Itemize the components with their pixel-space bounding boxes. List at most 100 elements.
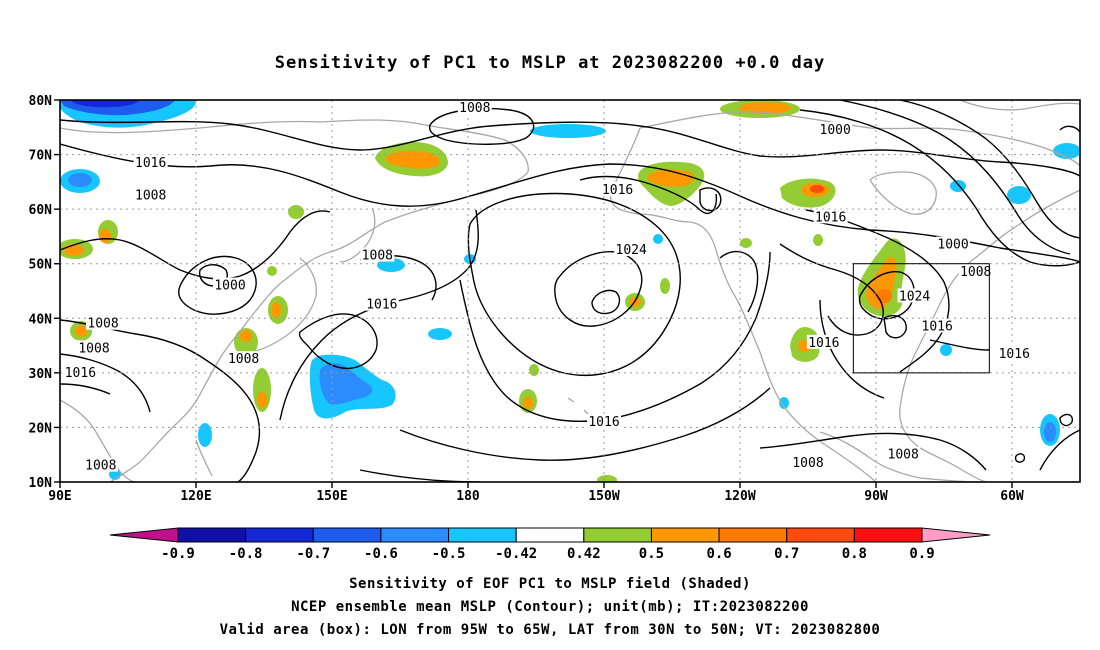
colorbar-label: -0.8 bbox=[229, 546, 263, 562]
negative-sensitivity-region bbox=[530, 124, 606, 138]
mslp-contour bbox=[805, 209, 950, 373]
colorbar-segment bbox=[583, 527, 652, 543]
positive-sensitivity-region bbox=[267, 266, 277, 276]
contour-label: 1008 bbox=[960, 265, 991, 280]
negative-sensitivity-region bbox=[198, 423, 212, 447]
contour-label: 1016 bbox=[815, 210, 846, 225]
coastline-philippines bbox=[195, 439, 213, 477]
contour-label-bg bbox=[457, 100, 492, 115]
mslp-contour bbox=[759, 432, 987, 471]
positive-sensitivity-region bbox=[385, 150, 440, 169]
negative-sensitivity-region bbox=[653, 234, 663, 244]
colorbar-segment bbox=[448, 527, 517, 543]
mslp-contour bbox=[839, 100, 1071, 255]
contour-label-bg bbox=[77, 340, 111, 355]
colorbar-segment bbox=[312, 527, 382, 543]
positive-sensitivity-region bbox=[523, 397, 533, 409]
negative-sensitivity-region bbox=[1044, 422, 1056, 442]
lon-tick-label: 60W bbox=[1000, 489, 1024, 504]
colorbar-label: -0.6 bbox=[364, 546, 398, 562]
contour-label: 1000 bbox=[214, 279, 245, 294]
contour-label-bg bbox=[920, 318, 955, 333]
mslp-contour bbox=[899, 100, 1080, 239]
contour-label-bg bbox=[897, 288, 932, 303]
lon-tick-label: 180 bbox=[456, 489, 480, 504]
contour-label: 1016 bbox=[808, 336, 839, 351]
mslp-contour bbox=[1059, 413, 1074, 427]
contour-label-bg bbox=[806, 334, 841, 349]
colorbar-segment bbox=[177, 527, 247, 543]
colorbar-label: 0.6 bbox=[706, 546, 731, 562]
colorbar-label: 0.7 bbox=[774, 546, 799, 562]
negative-sensitivity-region bbox=[1053, 143, 1080, 159]
contour-label: 1016 bbox=[922, 319, 953, 334]
negative-sensitivity-region bbox=[319, 363, 373, 405]
lat-tick-label: 50N bbox=[29, 258, 53, 273]
positive-sensitivity-region bbox=[876, 289, 892, 303]
lat-tick-label: 60N bbox=[29, 203, 53, 218]
colorbar-segment bbox=[786, 527, 855, 543]
positive-sensitivity-region bbox=[810, 185, 824, 193]
mslp-contour bbox=[799, 109, 1080, 267]
coastline-japan bbox=[251, 257, 317, 353]
caption-line-2: NCEP ensemble mean MSLP (Contour); unit(… bbox=[291, 599, 809, 615]
mslp-contour bbox=[554, 251, 643, 327]
map-frame bbox=[59, 99, 1081, 483]
colorbar-segment bbox=[245, 527, 314, 543]
contour-label-bg bbox=[958, 263, 993, 278]
coastline-east-north-america bbox=[899, 189, 1080, 482]
coastlines bbox=[60, 100, 1080, 482]
longitude-axis: 90E 120E 150E 180 150W 120W 90W 60W bbox=[48, 482, 1024, 504]
mslp-contour bbox=[699, 187, 722, 212]
negative-sensitivity-region bbox=[70, 100, 140, 108]
positive-sensitivity-region bbox=[271, 302, 281, 318]
lat-tick-label: 70N bbox=[29, 149, 53, 164]
mslp-contour bbox=[883, 314, 907, 339]
contour-label-bg bbox=[818, 122, 853, 137]
caption-line-3: Valid area (box): LON from 95W to 65W, L… bbox=[220, 622, 881, 638]
contour-label: 1008 bbox=[87, 317, 118, 332]
caption-line-1: Sensitivity of EOF PC1 to MSLP field (Sh… bbox=[349, 576, 751, 592]
contour-labels: 1008 1000 1016 1008 1016 1016 1000 1024 1008 1008… bbox=[63, 100, 1032, 474]
valid-area-box bbox=[852, 263, 990, 374]
contour-label-bg bbox=[364, 296, 399, 311]
mslp-contour bbox=[298, 313, 378, 370]
coastline-hudson-bay bbox=[869, 171, 937, 215]
contour-label-bg bbox=[133, 154, 168, 169]
colorbar-label: -0.42 bbox=[495, 546, 537, 562]
mslp-contour bbox=[819, 299, 885, 399]
gridlines bbox=[60, 100, 1080, 482]
negative-sensitivity-region bbox=[940, 344, 952, 356]
mslp-contour bbox=[178, 255, 257, 315]
contour-label: 1016 bbox=[999, 347, 1030, 362]
contour-label-bg bbox=[63, 364, 98, 379]
contour-label: 1008 bbox=[85, 459, 116, 474]
contour-label: 1024 bbox=[616, 243, 647, 258]
mslp-contour bbox=[60, 383, 111, 395]
contour-label: 1016 bbox=[135, 156, 166, 171]
coastline-asia bbox=[60, 119, 529, 482]
contour-label: 1016 bbox=[366, 298, 397, 313]
coastline-north-america bbox=[610, 111, 1080, 482]
mslp-contour bbox=[60, 119, 1080, 177]
lon-tick-label: 120E bbox=[180, 489, 211, 504]
colorbar-segment bbox=[515, 527, 585, 543]
negative-sensitivity-region bbox=[68, 173, 92, 187]
contour-label: 1000 bbox=[820, 123, 851, 138]
mslp-contour bbox=[60, 210, 331, 280]
contour-label-bg bbox=[886, 446, 921, 461]
positive-sensitivity-region bbox=[660, 278, 670, 294]
sensitivity-shading bbox=[60, 100, 1080, 482]
contour-label: 1008 bbox=[792, 456, 823, 471]
negative-sensitivity-region bbox=[428, 328, 452, 340]
mslp-contour bbox=[719, 250, 759, 313]
positive-sensitivity-region bbox=[740, 238, 752, 248]
lat-tick-label: 30N bbox=[29, 367, 53, 382]
contour-label: 1000 bbox=[937, 238, 968, 253]
colorbar-segment bbox=[380, 527, 450, 543]
contour-label-bg bbox=[226, 351, 261, 366]
contour-label-bg bbox=[133, 187, 168, 202]
contour-label-bg bbox=[83, 457, 118, 472]
colorbar-label: -0.7 bbox=[296, 546, 330, 562]
